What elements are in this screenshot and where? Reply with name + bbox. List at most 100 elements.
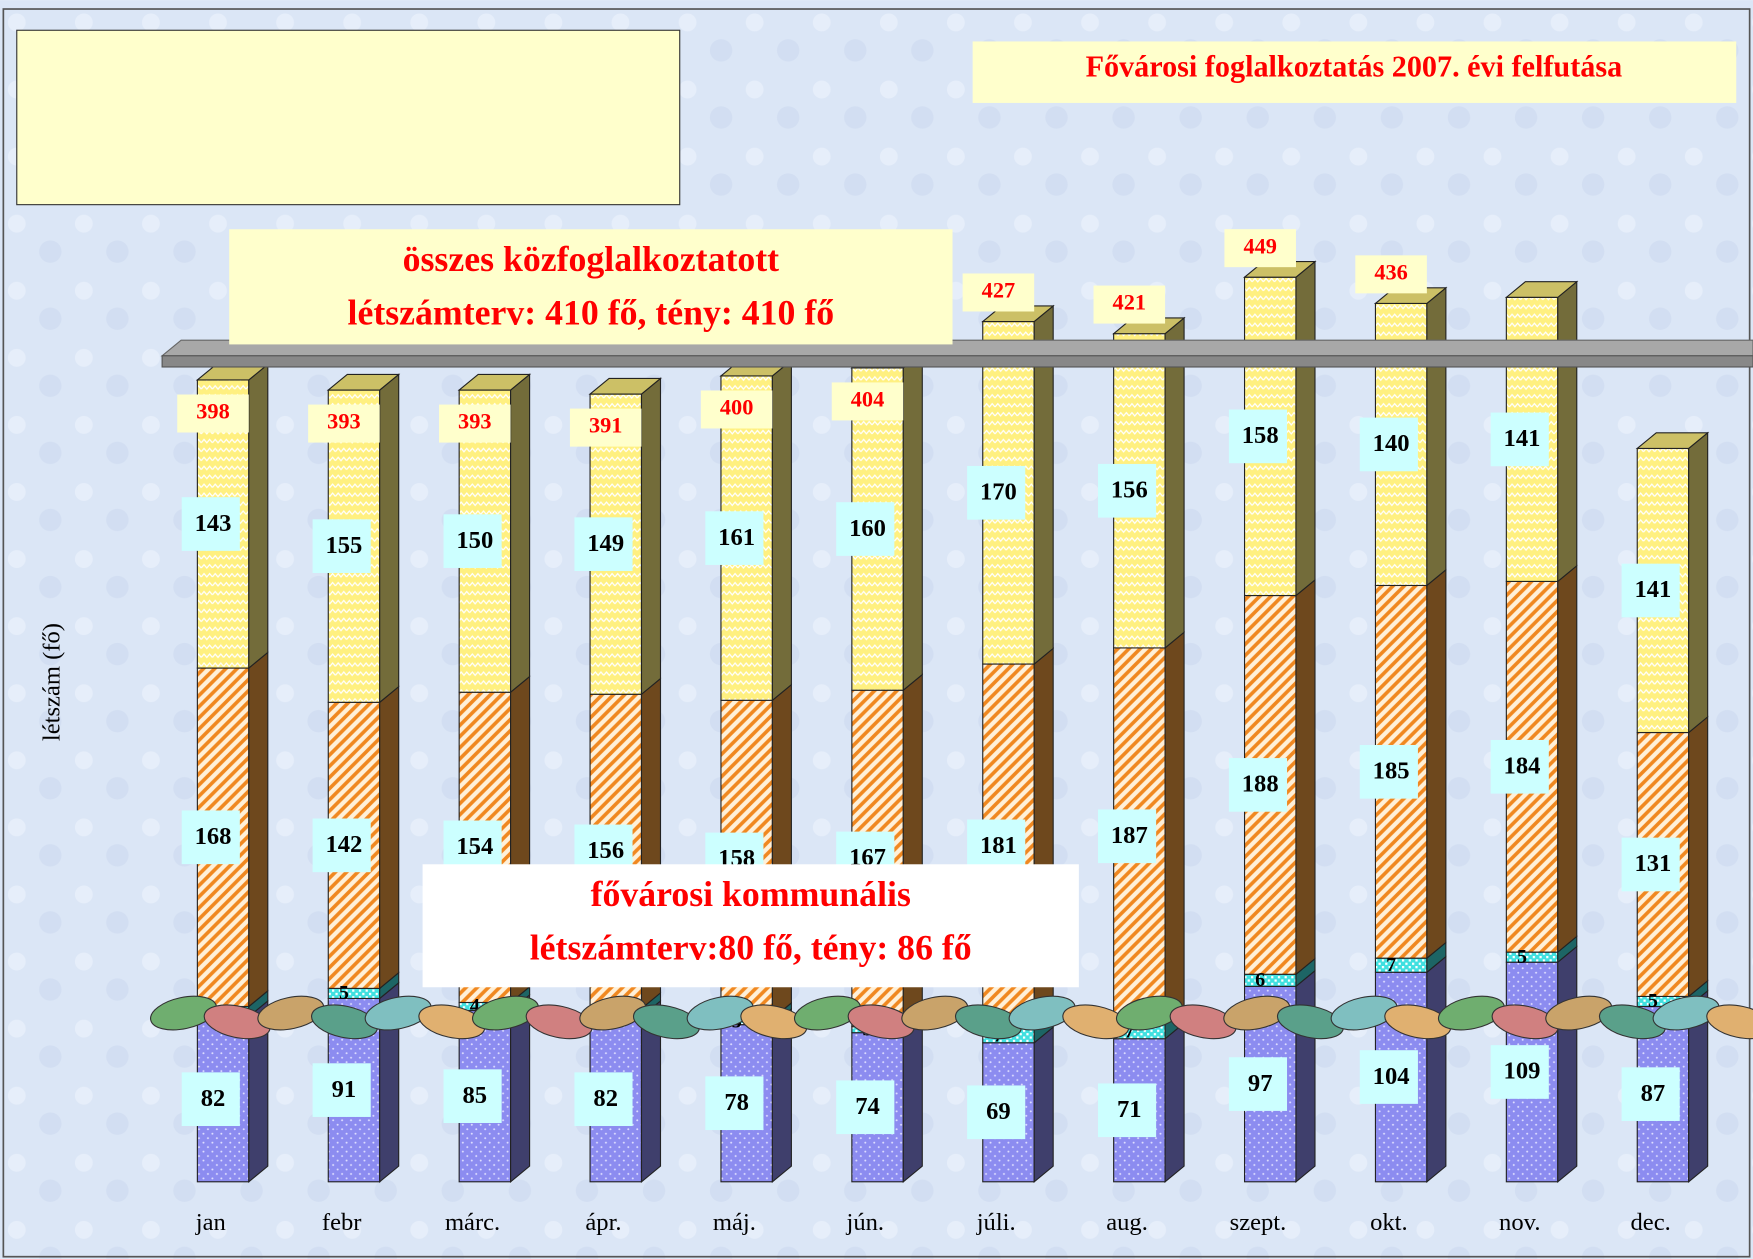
bar-side <box>1164 1021 1185 1183</box>
total-label: 400 <box>700 390 773 429</box>
data-label-text: 91 <box>332 1076 357 1103</box>
data-label-text: 160 <box>849 515 886 542</box>
bar-side <box>1295 969 1316 1183</box>
data-label: 140 <box>1359 417 1418 472</box>
data-label-text: 188 <box>1242 771 1279 798</box>
bar-side <box>1557 945 1578 1183</box>
total-label-box <box>700 390 773 429</box>
data-label-text: 155 <box>325 532 362 559</box>
data-label: 71 <box>1098 1083 1157 1138</box>
total-label: 398 <box>177 394 249 433</box>
data-label-text: 85 <box>463 1082 488 1109</box>
data-label: 150 <box>443 514 502 568</box>
bar-side <box>1557 564 1578 954</box>
data-label-box <box>1228 758 1288 812</box>
bar-side <box>1426 955 1447 1183</box>
data-label-box <box>1359 744 1418 799</box>
data-label-text: 156 <box>1111 477 1148 504</box>
data-label: 131 <box>1621 837 1680 892</box>
data-label-text: 74 <box>855 1093 880 1120</box>
total-label-box <box>1093 285 1166 324</box>
annotation-text: összes közfoglalkoztatott <box>403 239 780 279</box>
data-label-box <box>1228 409 1288 464</box>
data-label-box <box>1098 809 1157 864</box>
data-label: 82 <box>181 1072 240 1127</box>
total-label: 391 <box>569 408 642 447</box>
total-label: 393 <box>439 404 511 443</box>
bar-side <box>771 359 792 702</box>
data-label: 109 <box>1490 1045 1549 1099</box>
data-label-box <box>1098 1083 1157 1138</box>
data-label-box <box>312 1063 371 1117</box>
data-label-box <box>1621 1067 1680 1121</box>
data-label-box <box>181 497 240 551</box>
bar-top <box>1504 281 1579 298</box>
data-label: 160 <box>836 502 895 556</box>
y-axis-label: létszám (fő) <box>38 623 65 741</box>
data-label-box <box>1621 563 1680 618</box>
total-label-text: 398 <box>196 399 230 424</box>
data-label-box <box>1490 1045 1549 1099</box>
chart-title: Fővárosi foglalkoztatás 2007. évi felfut… <box>1086 49 1623 83</box>
data-label-text: 170 <box>980 479 1017 506</box>
data-label-box <box>967 819 1026 874</box>
data-label-box <box>443 1069 502 1123</box>
bar-segment <box>1243 973 1297 987</box>
data-label: 82 <box>574 1072 633 1127</box>
data-label-text: 156 <box>587 837 624 864</box>
total-label: 393 <box>308 404 380 443</box>
total-label-box <box>962 273 1035 312</box>
data-label: 74 <box>836 1080 895 1135</box>
data-label: 170 <box>967 465 1026 520</box>
x-tick-label: okt. <box>1370 1209 1408 1236</box>
bar-side <box>1688 715 1709 998</box>
data-label-box <box>574 517 633 571</box>
total-label-box <box>308 404 380 443</box>
total-label-box <box>569 408 642 447</box>
bar-side <box>902 1015 923 1183</box>
data-label-box <box>967 1085 1026 1140</box>
x-tick-label: aug. <box>1106 1209 1148 1236</box>
bar-side <box>902 351 923 692</box>
data-label-text: 187 <box>1111 822 1148 849</box>
data-label-box <box>836 1080 895 1135</box>
data-label-text: 161 <box>718 524 755 551</box>
data-label-text: 168 <box>195 823 232 850</box>
annotation-text: létszámterv: 410 fő, tény: 410 fő <box>348 293 835 333</box>
data-label-text: 104 <box>1373 1063 1410 1090</box>
data-label: 141 <box>1490 412 1549 467</box>
data-label: 158 <box>1228 409 1288 464</box>
bar-side <box>379 685 400 990</box>
x-tick-label: ápr. <box>585 1209 621 1236</box>
break-leaf <box>1706 1004 1753 1040</box>
total-label-box <box>1224 229 1296 268</box>
data-label-text: 143 <box>195 510 232 537</box>
data-label-text: 5 <box>339 982 349 1004</box>
data-label: 141 <box>1621 563 1680 618</box>
bar-side <box>1033 1025 1054 1183</box>
data-label: 155 <box>312 519 371 574</box>
total-label-box <box>439 404 511 443</box>
data-label-text: 131 <box>1634 850 1671 877</box>
bar-top <box>588 377 663 395</box>
bar-side <box>640 377 662 696</box>
total-label-text: 391 <box>589 413 623 438</box>
data-label: 143 <box>181 497 240 551</box>
total-label: 427 <box>962 273 1035 312</box>
frame <box>2 8 1751 1258</box>
data-label-text: 87 <box>1641 1080 1666 1107</box>
x-tick-label: jún. <box>845 1209 884 1236</box>
bar-side <box>1164 631 1185 1026</box>
data-label-text: 154 <box>456 833 493 860</box>
data-label: 181 <box>967 819 1026 874</box>
total-label-text: 421 <box>1113 290 1147 315</box>
bar-segment <box>1374 957 1428 973</box>
data-label-text: 184 <box>1504 753 1541 780</box>
data-label: 7 <box>1386 954 1396 976</box>
total-label-text: 393 <box>327 409 361 434</box>
total-label-box <box>831 382 904 421</box>
data-label: 5 <box>1517 946 1527 968</box>
data-label-text: 78 <box>724 1089 749 1116</box>
total-label: 449 <box>1224 229 1296 268</box>
total-label: 436 <box>1355 255 1427 294</box>
